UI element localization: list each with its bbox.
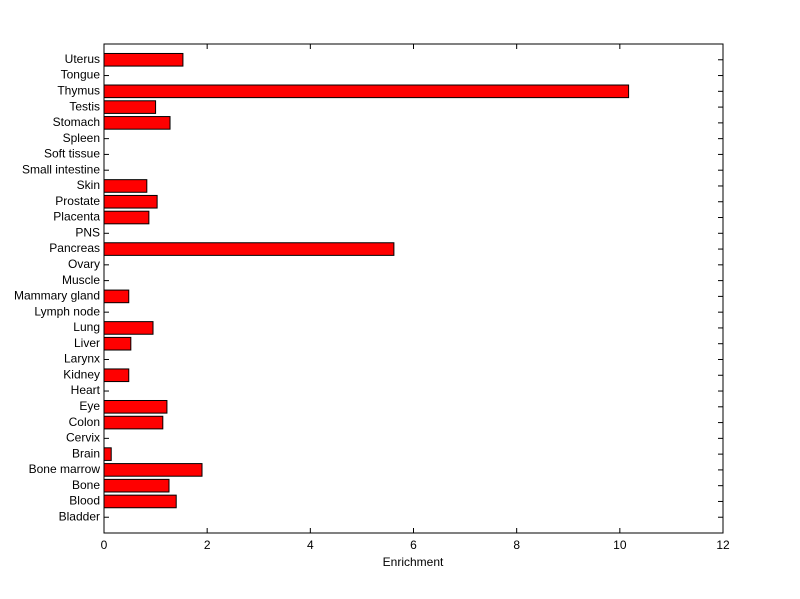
y-tick-label: Muscle <box>62 273 100 287</box>
x-tick-label: 0 <box>101 538 108 552</box>
bar <box>103 179 148 193</box>
y-tick-label: Kidney <box>63 367 100 381</box>
bar <box>103 463 203 477</box>
x-axis-label: Enrichment <box>383 555 444 569</box>
bar <box>103 399 168 414</box>
bar <box>103 52 184 67</box>
bar <box>103 116 171 130</box>
y-tick-label: Pancreas <box>49 241 100 255</box>
bar <box>103 494 177 509</box>
bar <box>103 242 395 256</box>
y-tick-label: Uterus <box>65 52 100 66</box>
bar <box>103 336 132 351</box>
bar <box>103 289 130 304</box>
bar <box>103 100 157 114</box>
y-tick-label: Tongue <box>61 68 101 82</box>
y-tick-label: Placenta <box>53 210 100 224</box>
x-tick-label: 6 <box>410 538 417 552</box>
bar <box>103 415 164 430</box>
x-tick-label: 12 <box>716 538 730 552</box>
x-tick-label: 4 <box>307 538 314 552</box>
y-tick-label: Soft tissue <box>44 147 100 161</box>
x-tick-label: 8 <box>513 538 520 552</box>
y-tick-label: Bone marrow <box>29 462 101 476</box>
y-tick-label: Larynx <box>64 352 100 366</box>
bar <box>103 84 630 99</box>
plot-frame <box>103 43 724 534</box>
y-tick-label: Heart <box>71 383 101 397</box>
y-tick-label: Bone <box>72 478 100 492</box>
y-tick-label: Bladder <box>59 509 100 523</box>
y-tick-label: Ovary <box>68 257 100 271</box>
y-tick-label: Brain <box>72 446 100 460</box>
x-tick-label: 10 <box>613 538 627 552</box>
y-tick-label: Skin <box>77 178 100 192</box>
y-tick-label: Cervix <box>66 431 100 445</box>
y-tick-label: Mammary gland <box>14 289 100 303</box>
x-tick-label: 2 <box>204 538 211 552</box>
y-tick-label: Stomach <box>53 115 100 129</box>
bar <box>103 447 112 461</box>
y-tick-label: Small intestine <box>22 162 100 176</box>
y-tick-label: Spleen <box>63 131 100 145</box>
bar <box>103 368 130 383</box>
y-tick-label: Prostate <box>55 194 100 208</box>
bar <box>103 210 150 225</box>
y-tick-label: PNS <box>75 225 100 239</box>
bar <box>103 194 158 209</box>
bar <box>103 478 170 493</box>
y-tick-label: Thymus <box>57 83 100 97</box>
y-tick-label: Colon <box>69 415 100 429</box>
y-tick-label: Lung <box>73 320 100 334</box>
y-tick-label: Blood <box>69 494 100 508</box>
y-tick-label: Liver <box>74 336 100 350</box>
y-tick-label: Lymph node <box>34 304 100 318</box>
y-tick-label: Testis <box>69 99 100 113</box>
bar <box>103 321 154 335</box>
y-tick-label: Eye <box>79 399 100 413</box>
